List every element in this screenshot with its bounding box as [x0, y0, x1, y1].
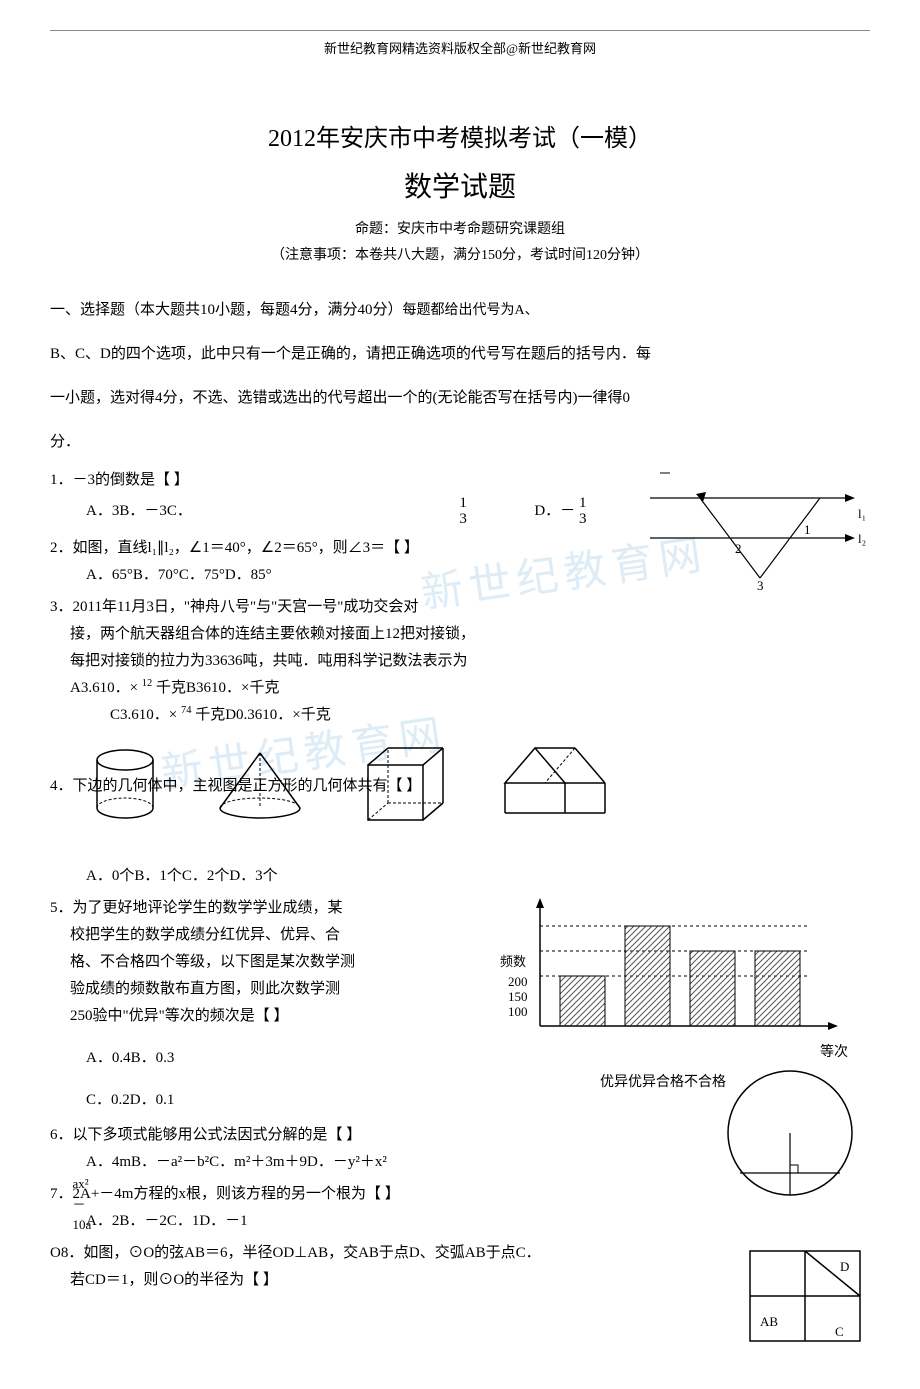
q1-text: 1．－3的倒数是【 】	[50, 468, 870, 492]
q3-line1: 3．2011年11月3日，"神舟八号"与"天宫一号"成功交会对	[50, 595, 870, 619]
q6-text: 6．以下多项式能够用公式法因式分解的是【 】	[50, 1123, 870, 1147]
section-heading: 一、选择题（本大题共10小题，每题4分，满分40分）每题都给出代号为A、	[50, 292, 870, 328]
title-sub: 数学试题	[50, 166, 870, 211]
q8-line2: 若CD＝1，则⊙O的半径为【 】	[50, 1268, 870, 1292]
section-heading-line2: B、C、D的四个选项，此中只有一个是正确的，请把正确选项的代号写在题后的括号内．…	[50, 336, 870, 372]
frac-bot: 3	[579, 511, 587, 527]
prism-icon	[500, 743, 610, 823]
q8-line1: O8．如图，⊙O的弦AB＝6，半径OD⊥AB，交AB于点D、交弧AB于点C．	[50, 1241, 870, 1265]
q2-options: A．65°B．70°C．75°D．85°	[50, 563, 870, 587]
q3-optA-unit: 千克B3610．×千克	[156, 680, 279, 696]
q1-opts-abc: A．3B．－3C．	[86, 503, 192, 519]
q3-optC-text: C3.610．×	[110, 707, 177, 723]
q1-opt-d: D．－	[534, 503, 575, 519]
section-part2: 每题都给出代号为A、	[403, 303, 539, 318]
svg-text:200: 200	[508, 974, 528, 989]
q7-overlap: 2A+－4m方程的x根，则该方程的另一个根为【 】	[73, 1186, 400, 1202]
title-main: 2012年安庆市中考模拟考试（一模）	[50, 120, 870, 158]
q7-options: A．2B．－2C．1D．－1	[50, 1209, 870, 1233]
svg-text:100: 100	[508, 1004, 528, 1019]
svg-text:150: 150	[508, 989, 528, 1004]
question-1: 1．－3的倒数是【 】 A．3B．－3C． 1 3 D．－ 1 3	[50, 468, 870, 528]
svg-text:C: C	[835, 1324, 844, 1339]
question-3: 3．2011年11月3日，"神舟八号"与"天宫一号"成功交会对 接，两个航天器组…	[50, 595, 870, 727]
question-2: 2．如图，直线l₁∥l₂，∠1＝40°，∠2＝65°，则∠3＝【 】 A．65°…	[50, 536, 870, 587]
title-notice: （注意事项：本卷共八大题，满分150分，考试时间120分钟）	[50, 245, 870, 267]
q5-line5-text: 验中"优异"等次的频次是【 】	[93, 1008, 289, 1024]
q3-optA-sup: 12	[142, 678, 153, 689]
q3-optC-sup: 74	[181, 705, 192, 716]
header-note: 新世纪教育网精选资料版权全部@新世纪教育网	[50, 39, 870, 60]
q4-text: 4．下边的几何体中，主视图是正方形的几何体共有【 】	[50, 774, 421, 798]
question-6: 6．以下多项式能够用公式法因式分解的是【 】 A．4mB．－a²－b²C．m²＋…	[50, 1123, 870, 1174]
q7-pre: 7．	[50, 1186, 73, 1202]
question-8: O8．如图，⊙O的弦AB＝6，半径OD⊥AB，交AB于点D、交弧AB于点C． 若…	[50, 1241, 870, 1292]
title-author: 命题：安庆市中考命题研究课题组	[50, 219, 870, 241]
svg-text:频数: 频数	[500, 954, 526, 969]
section-heading-line4: 分．	[50, 424, 870, 460]
q3-line3: 每把对接锁的拉力为33636吨，共吨．吨用科学记数法表示为	[50, 649, 870, 673]
q3-optC-unit: 千克D0.3610．×千克	[195, 707, 331, 723]
section-part1: 一、选择题（本大题共10小题，每题4分，满分40分）	[50, 302, 403, 318]
q3-optC: C3.610．× 74 千克D0.3610．×千克	[50, 703, 870, 727]
q3-line2: 接，两个航天器组合体的连结主要依赖对接面上12把对接锁，	[50, 622, 870, 646]
q7-mid: ax²－10a	[73, 1174, 92, 1236]
svg-text:等次: 等次	[820, 1043, 848, 1060]
q3-optA: A3.610．× 12 千克B3610．×千克	[50, 676, 870, 700]
svg-text:AB: AB	[760, 1314, 778, 1329]
svg-text:优异优异合格不合格: 优异优异合格不合格	[600, 1074, 726, 1090]
question-4: 4．下边的几何体中，主视图是正方形的几何体共有【 】	[50, 743, 870, 888]
q7-text: 7．ax²－10a2A+－4m方程的x根，则该方程的另一个根为【 】	[50, 1182, 870, 1206]
frac-top: 1	[579, 495, 587, 511]
q4-options: A．0个B．1个C．2个D．3个	[50, 864, 870, 888]
question-5: 频数 200 150 100 等次 优异优异合格不合格 5．为了更好地评论学生的…	[50, 896, 870, 1115]
question-7: 7．ax²－10a2A+－4m方程的x根，则该方程的另一个根为【 】 A．2B．…	[50, 1182, 870, 1233]
q5-chart: 频数 200 150 100 等次 优异优异合格不合格	[490, 896, 870, 1104]
q5-num: 250	[70, 1008, 93, 1024]
frac-bot: 3	[459, 511, 467, 527]
q6-options: A．4mB．－a²－b²C．m²＋3m＋9D．－y²＋x²	[50, 1150, 870, 1174]
q3-optA-text: A3.610．×	[70, 680, 138, 696]
q2-text: 2．如图，直线l₁∥l₂，∠1＝40°，∠2＝65°，则∠3＝【 】	[50, 536, 870, 560]
section-heading-line3: 一小题，选对得4分，不选、选错或选出的代号超出一个的(无论能否写在括号内)一律得…	[50, 380, 870, 416]
frac-top: 1	[459, 495, 467, 511]
q1-options: A．3B．－3C． 1 3 D．－ 1 3	[50, 495, 870, 528]
